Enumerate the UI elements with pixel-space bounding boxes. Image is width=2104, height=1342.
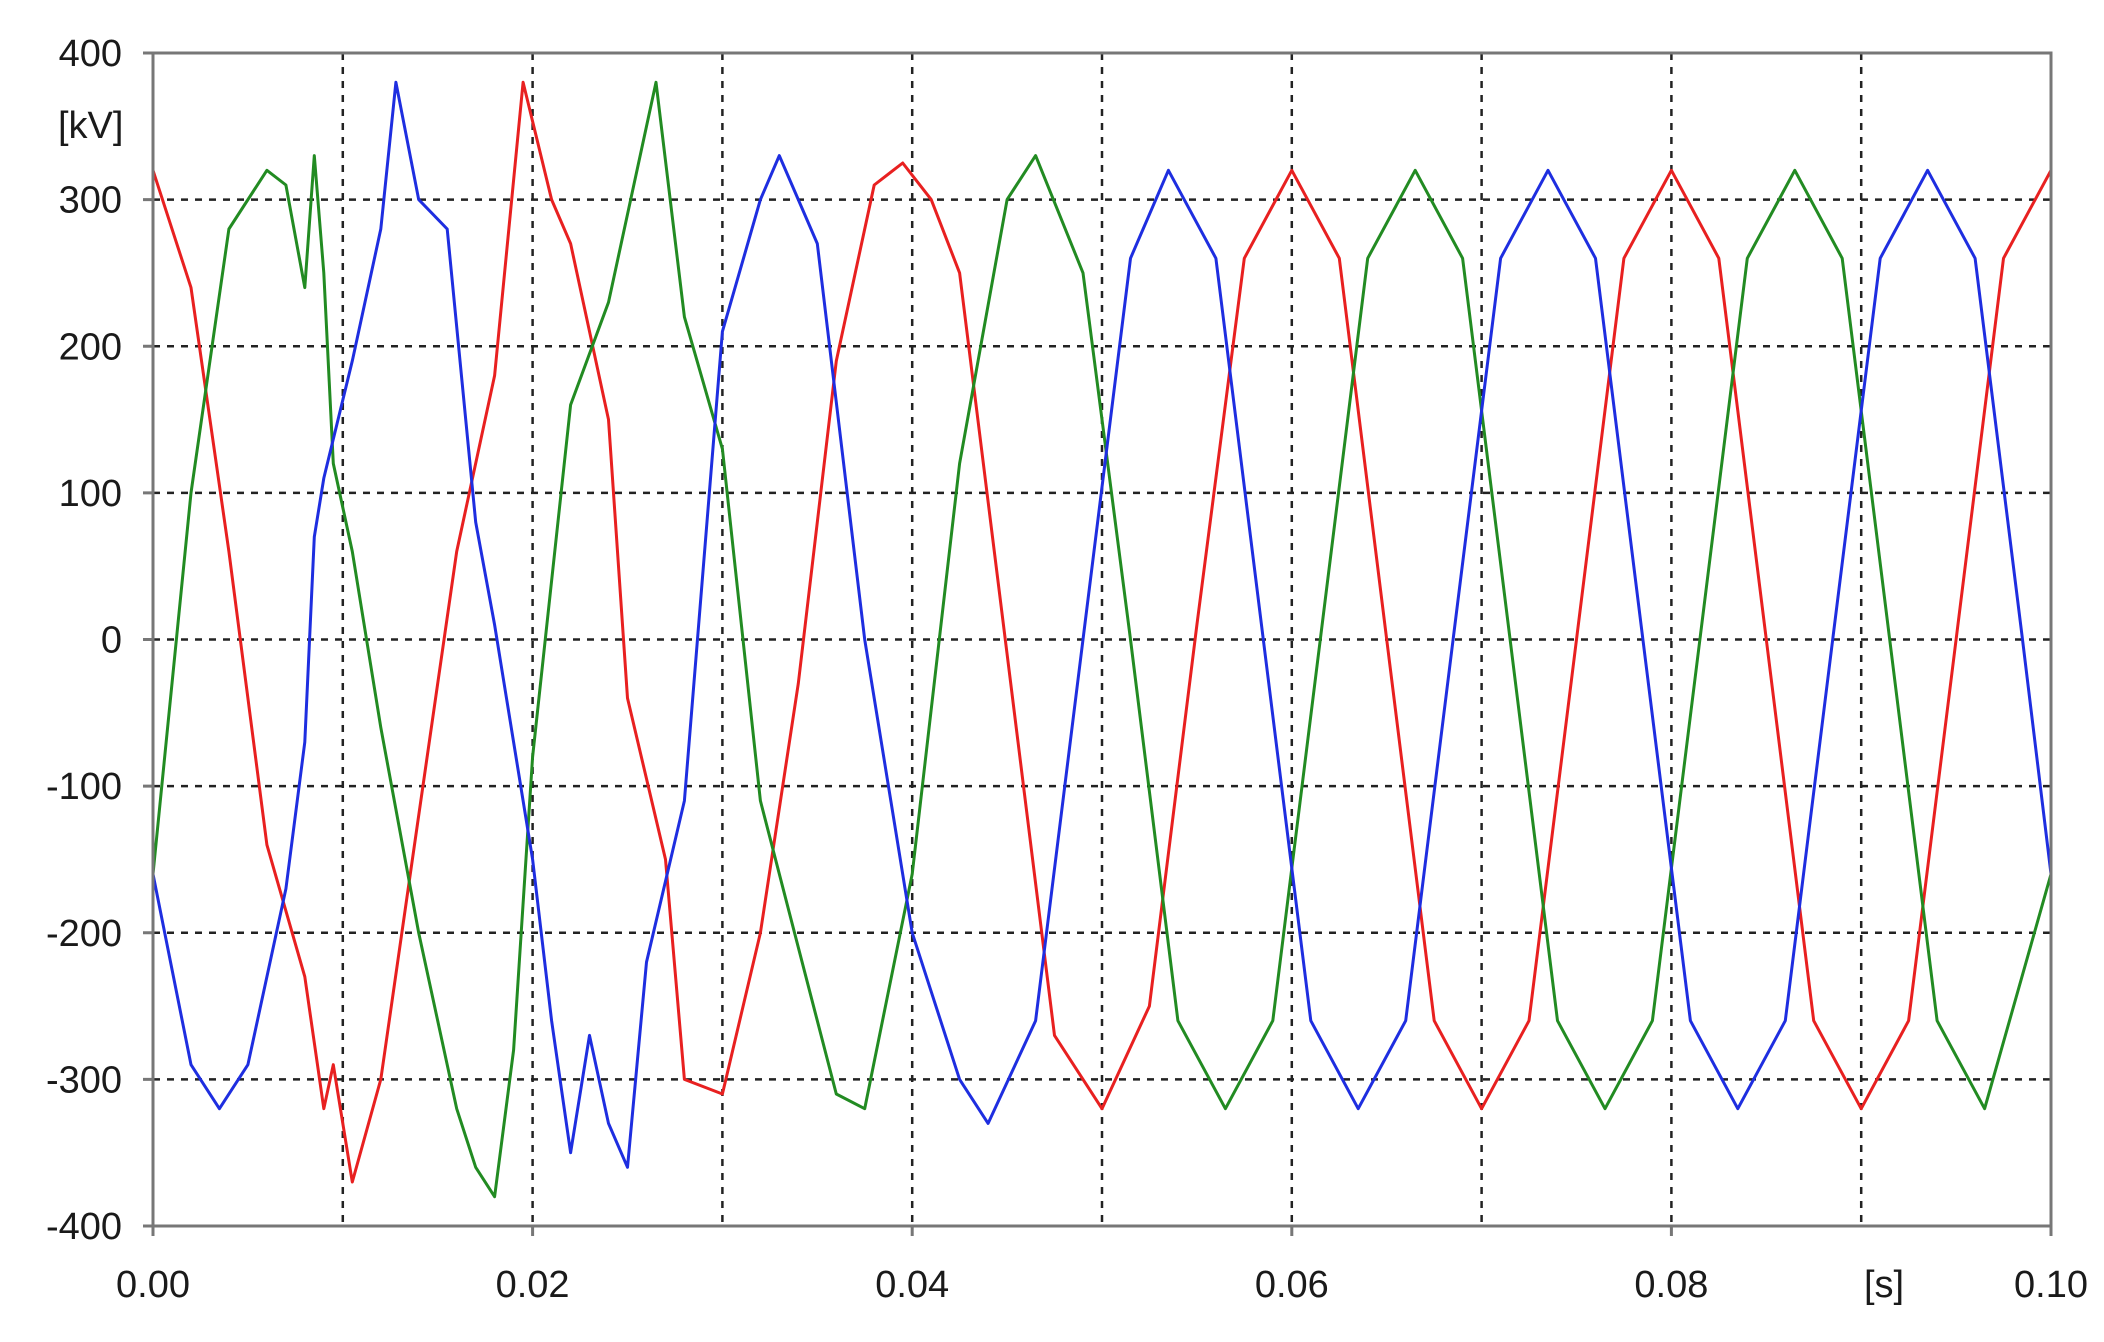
y-tick-label: -400 [46,1206,122,1248]
y-tick-label: -200 [46,913,122,955]
x-tick-label: 0.06 [1255,1264,1329,1306]
y-tick-label: 200 [59,326,122,368]
x-tick-label: 0.02 [496,1264,570,1306]
x-axis-label: [s] [1864,1264,1904,1306]
y-tick-label: -300 [46,1059,122,1101]
y-tick-label: 0 [101,620,122,662]
y-axis-label: [kV] [58,105,123,147]
x-tick-label: 0.04 [875,1264,949,1306]
x-tick-label: 0.10 [2014,1264,2088,1306]
series-line-3 [151,80,2053,1169]
y-tick-label: 400 [59,33,122,75]
y-tick-label: -100 [46,766,122,808]
y-tick-label: 100 [59,473,122,515]
series-line-1 [151,80,2053,1184]
axes: 400 300 200 100 0 -100 -200 -300 -400 0.00 0.02 0.0… [46,33,2088,1306]
series-layer [151,80,2053,1199]
y-tick-label: 300 [59,180,122,222]
x-tick-label: 0.00 [116,1264,190,1306]
series-line-2 [151,80,2053,1199]
x-tick-label: 0.08 [1634,1264,1708,1306]
